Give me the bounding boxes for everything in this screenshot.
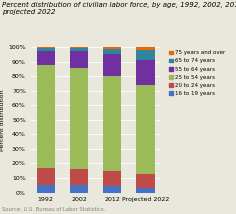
Text: Percent distribution of civilian labor force, by age, 1992, 2002, 2012, and
proj: Percent distribution of civilian labor f…	[2, 2, 236, 15]
Legend: 75 years and over, 65 to 74 years, 55 to 64 years, 25 to 54 years, 20 to 24 year: 75 years and over, 65 to 74 years, 55 to…	[169, 50, 226, 96]
Bar	[37, 168, 55, 185]
Bar	[70, 47, 88, 48]
Bar	[70, 51, 88, 68]
Bar	[136, 60, 155, 85]
Bar	[37, 185, 55, 193]
Bar	[136, 85, 155, 174]
Y-axis label: Percent distribution: Percent distribution	[0, 89, 5, 151]
Bar	[37, 51, 55, 65]
Bar	[103, 47, 121, 49]
Bar	[37, 65, 55, 168]
Bar	[136, 174, 155, 187]
Bar	[37, 47, 55, 48]
Bar	[103, 186, 121, 193]
Bar	[103, 54, 121, 76]
Bar	[136, 47, 155, 50]
Text: Source: U.S. Bureau of Labor Statistics.: Source: U.S. Bureau of Labor Statistics.	[2, 207, 106, 212]
Bar	[70, 169, 88, 185]
Bar	[37, 48, 55, 51]
Bar	[103, 49, 121, 54]
Bar	[136, 50, 155, 60]
Bar	[70, 48, 88, 51]
Bar	[103, 171, 121, 186]
Bar	[103, 76, 121, 171]
Bar	[70, 68, 88, 169]
Bar	[136, 187, 155, 193]
Bar	[70, 185, 88, 193]
